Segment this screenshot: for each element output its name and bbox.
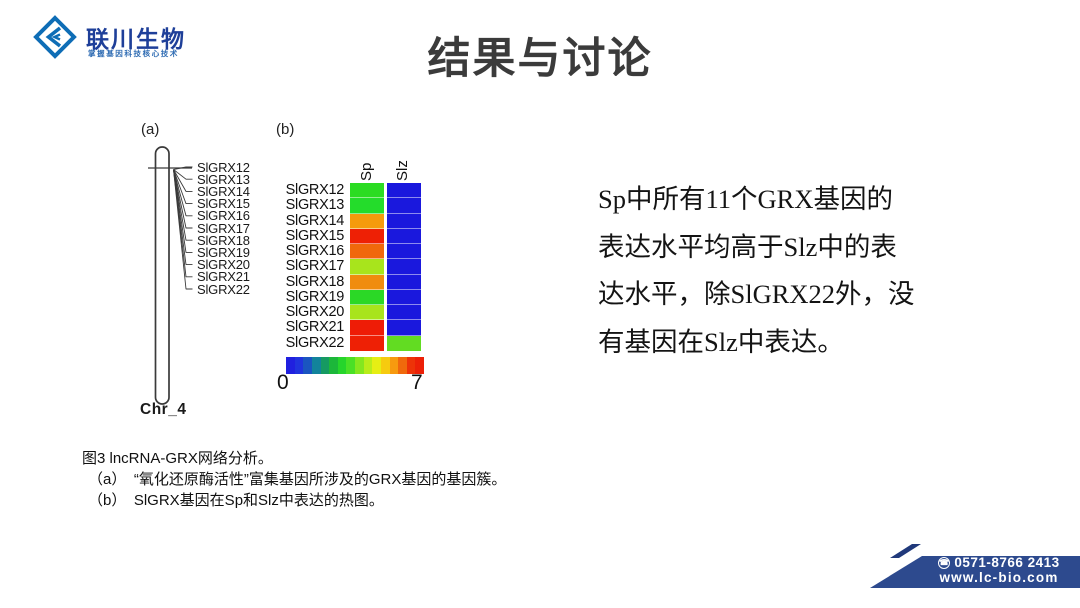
heatmap-row-label: SlGRX18 (285, 273, 345, 290)
gene-label: SlGRX18 (197, 232, 250, 248)
company-tagline: 掌握基因科技核心技术 (88, 49, 179, 58)
heatmap-cell-slz (387, 244, 421, 260)
heatmap-row: SlGRX17 (277, 258, 421, 275)
gene-label: SlGRX12 (197, 159, 250, 175)
heatmap-cell-sp (350, 320, 384, 336)
heatmap-cell-sp (350, 183, 384, 199)
colorbar-segment (303, 357, 312, 374)
heatmap-cell-sp (350, 244, 384, 260)
company-logo-icon (33, 15, 77, 59)
gene-label: SlGRX16 (197, 208, 250, 224)
heatmap-cell-sp (350, 198, 384, 214)
colorbar-segment (398, 357, 407, 374)
gene-label: SlGRX22 (197, 281, 250, 297)
heatmap-row-label: SlGRX12 (285, 182, 345, 198)
gene-label: SlGRX15 (197, 196, 250, 212)
gene-label: SlGRX21 (197, 269, 250, 285)
heatmap-cell-sp (350, 228, 384, 245)
heatmap-row-label: SlGRX15 (285, 227, 345, 244)
colorbar-segment (337, 357, 347, 374)
colorbar-segment (372, 357, 381, 374)
heatmap-cell-sp (350, 305, 384, 321)
caption-line-1: 图3 lncRNA-GRX网络分析。 (82, 450, 273, 467)
colorbar-segment (355, 357, 364, 374)
heatmap-row: SlGRX15 (277, 227, 421, 245)
heatmap-row: SlGRX18 (277, 273, 421, 290)
company-name: 联川生物 (86, 26, 186, 52)
footer-phone-number: 0571-8766 2413 (954, 555, 1060, 570)
page-title: 结果与讨论 (427, 35, 653, 83)
heatmap-cell-slz (387, 320, 421, 336)
gene-label: SlGRX13 (197, 171, 250, 187)
heatmap-cell-slz (387, 183, 421, 199)
heatmap-cell-sp (350, 289, 384, 306)
heatmap-row: SlGRX16 (277, 243, 421, 260)
colorbar-segment (363, 357, 373, 374)
heatmap-cell-slz (387, 228, 421, 245)
colorbar (286, 357, 424, 374)
heatmap: SlGRX12 SlGRX13 SlGRX14 SlGRX15 SlGRX16 SlGRX… (277, 182, 421, 351)
colorbar-segment (294, 357, 304, 374)
figure-caption: 图3 lncRNA-GRX网络分析。 （a） “氧化还原酶活性”富集基因所涉及的… (82, 448, 506, 511)
colorbar-segment (329, 357, 338, 374)
heatmap-cell-slz (387, 198, 421, 214)
chromosome-name: Chr_4 (140, 401, 187, 418)
colorbar-max-label: 7 (411, 371, 423, 394)
heatmap-cell-slz (387, 259, 421, 275)
heatmap-cell-sp (350, 259, 384, 275)
heatmap-row: SlGRX21 (277, 319, 421, 336)
heatmap-row: SlGRX14 (277, 212, 421, 229)
phone-icon: ☎ (938, 556, 951, 569)
heatmap-cell-slz (387, 289, 421, 306)
colorbar-segment (389, 357, 399, 374)
heatmap-column-header-slz: Slz (394, 160, 411, 181)
discussion-text: Sp中所有11个GRX基因的 表达水平均高于Slz中的表 达水平，除SlGRX2… (598, 184, 915, 357)
gene-label: SlGRX14 (197, 183, 250, 199)
gene-label: SlGRX17 (197, 220, 250, 236)
colorbar-min-label: 0 (277, 371, 289, 394)
heatmap-row-label: SlGRX20 (285, 304, 345, 321)
heatmap-cell-sp (350, 213, 384, 229)
footer-banner (870, 544, 1080, 588)
colorbar-segment (311, 357, 321, 374)
panel-b-label: (b) (276, 121, 295, 138)
heatmap-row-label: SlGRX21 (285, 319, 345, 336)
footer-website: www.lc-bio.com (939, 570, 1059, 585)
heatmap-cell-slz (387, 274, 421, 290)
colorbar-segment (406, 357, 416, 374)
colorbar-segment (346, 357, 355, 374)
caption-line-2: （a） “氧化还原酶活性”富集基因所涉及的GRX基因的基因簇。 (88, 471, 507, 488)
heatmap-cell-sp (350, 335, 384, 351)
heatmap-row: SlGRX19 (277, 288, 421, 306)
heatmap-row-label: SlGRX14 (285, 212, 345, 229)
heatmap-row-label: SlGRX17 (285, 258, 345, 275)
heatmap-cell-sp (350, 274, 384, 290)
heatmap-row: SlGRX20 (277, 304, 421, 321)
heatmap-column-header-sp: Sp (358, 162, 375, 181)
gene-label: SlGRX19 (197, 244, 250, 260)
colorbar-segment (320, 357, 330, 374)
heatmap-row-label: SlGRX13 (285, 197, 345, 214)
colorbar-segment (380, 357, 390, 374)
footer-contact: ☎ 0571-8766 2413 www.lc-bio.com (920, 555, 1078, 585)
heatmap-row: SlGRX22 (277, 334, 421, 351)
heatmap-cell-slz (387, 213, 421, 229)
heatmap-cell-slz (387, 305, 421, 321)
colorbar-segment (286, 357, 295, 374)
panel-a-label: (a) (141, 121, 160, 138)
heatmap-row-label: SlGRX22 (285, 334, 345, 351)
heatmap-row-label: SlGRX19 (285, 288, 345, 305)
heatmap-cell-slz (387, 335, 421, 351)
heatmap-row: SlGRX13 (277, 197, 421, 214)
chromosome-diagram (148, 146, 193, 405)
heatmap-row: SlGRX12 (277, 182, 421, 199)
gene-label: SlGRX20 (197, 257, 250, 273)
colorbar-segment (415, 357, 424, 374)
caption-line-3: （b） SlGRX基因在Sp和Slz中表达的热图。 (88, 492, 384, 509)
heatmap-row-label: SlGRX16 (285, 243, 345, 260)
